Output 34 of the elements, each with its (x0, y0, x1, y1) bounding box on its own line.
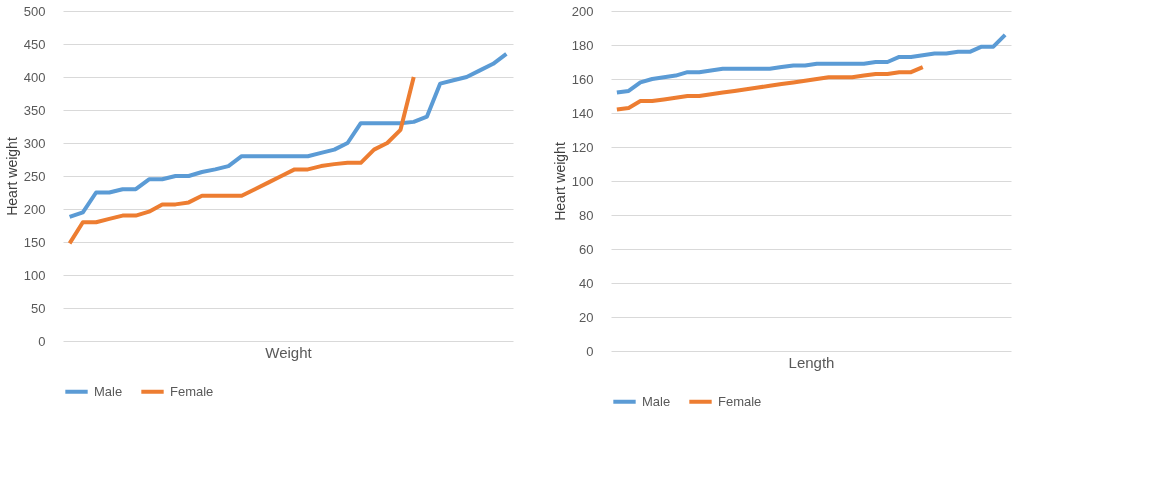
line-series (67, 75, 416, 246)
y-tick-label: 20 (579, 309, 594, 325)
y-tick-label: 400 (23, 69, 46, 85)
y-tick-label: 300 (23, 135, 46, 151)
x-axis-title: Length (788, 353, 835, 371)
y-axis-title: Heart weight (551, 142, 568, 221)
y-tick-label: 150 (23, 234, 46, 250)
y-tick-label: 350 (23, 102, 46, 118)
line-series (67, 51, 509, 219)
y-tick-label: 200 (23, 201, 46, 217)
legend-label: Male (94, 383, 123, 399)
y-tick-label: 40 (579, 275, 594, 291)
y-tick-label: 160 (571, 71, 594, 87)
y-tick-label: 200 (571, 3, 594, 19)
y-tick-label: 0 (38, 333, 46, 349)
y-tick-label: 100 (23, 267, 46, 283)
line-series (614, 32, 1008, 95)
y-tick-label: 60 (579, 241, 594, 257)
y-tick-label: 500 (23, 3, 46, 19)
y-tick-label: 140 (571, 105, 594, 121)
legend-label: Male (642, 393, 671, 409)
legend-label: Female (718, 393, 762, 409)
y-tick-label: 100 (571, 173, 594, 189)
y-tick-label: 0 (586, 343, 594, 359)
y-tick-label: 180 (571, 37, 594, 53)
y-tick-label: 120 (571, 139, 594, 155)
legend-label: Female (170, 383, 214, 399)
y-tick-label: 250 (23, 168, 46, 184)
y-tick-label: 80 (579, 207, 594, 223)
y-tick-label: 450 (23, 36, 46, 52)
x-axis-title: Weight (265, 343, 313, 361)
line-series (614, 65, 925, 112)
y-axis-title: Heart weight (3, 137, 20, 216)
y-tick-label: 50 (31, 300, 46, 316)
